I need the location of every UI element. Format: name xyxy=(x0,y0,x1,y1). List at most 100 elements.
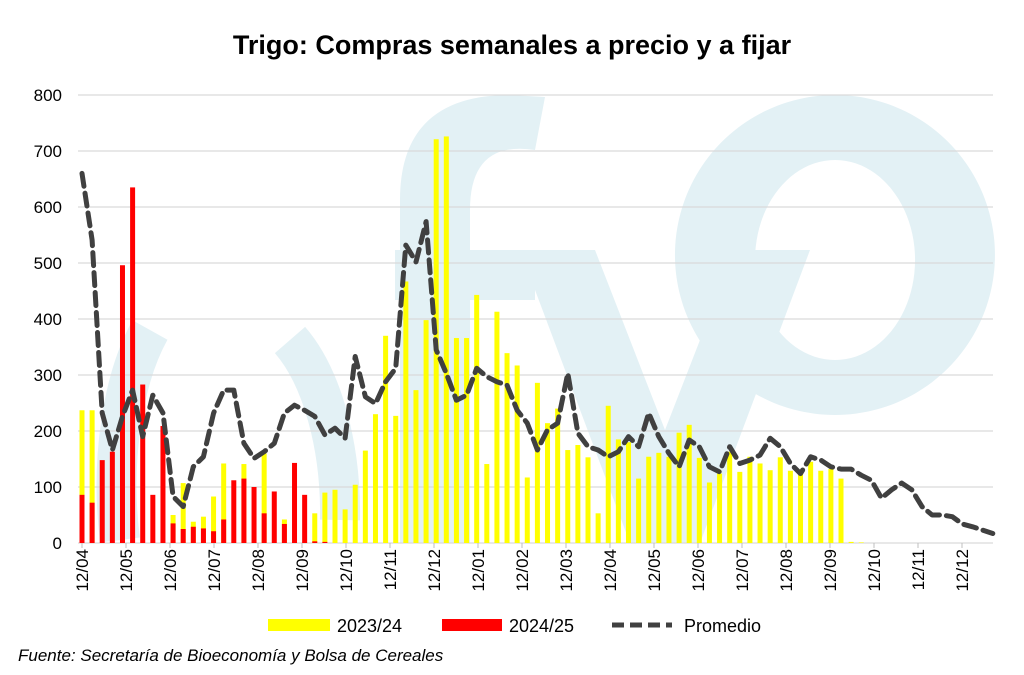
y-tick-label: 200 xyxy=(34,422,62,441)
bar-2023-24 xyxy=(312,513,318,543)
bar-2023-24 xyxy=(706,482,712,543)
x-tick-label: 12/02 xyxy=(513,549,532,592)
bar-2023-24 xyxy=(342,509,348,543)
bar-2024-25 xyxy=(140,384,146,543)
x-tick-label: 12/01 xyxy=(469,549,488,592)
x-tick-label: 12/06 xyxy=(689,549,708,592)
bar-2023-24 xyxy=(484,464,490,543)
bar-2023-24 xyxy=(423,320,429,543)
bar-2023-24 xyxy=(322,492,328,543)
bar-2023-24 xyxy=(393,415,399,543)
bar-2023-24 xyxy=(443,136,449,543)
bar-2023-24 xyxy=(221,463,227,543)
bar-2023-24 xyxy=(605,405,611,543)
x-tick-label: 12/12 xyxy=(953,549,972,592)
bar-2023-24 xyxy=(89,410,95,543)
bar-2023-24 xyxy=(383,335,389,543)
x-tick-label: 12/05 xyxy=(645,549,664,592)
bar-2023-24 xyxy=(676,432,682,543)
bar-2023-24 xyxy=(818,470,824,543)
legend-swatch-2024-25 xyxy=(442,619,502,631)
bar-2024-25 xyxy=(89,502,95,543)
bar-2024-25 xyxy=(190,526,196,543)
x-tick-label: 12/10 xyxy=(865,549,884,592)
x-tick-label: 12/11 xyxy=(381,549,400,590)
bar-2024-25 xyxy=(170,523,176,543)
y-tick-label: 400 xyxy=(34,310,62,329)
x-tick-label: 12/05 xyxy=(117,549,136,592)
bar-2023-24 xyxy=(747,456,753,543)
bar-2024-25 xyxy=(322,541,328,543)
bar-2023-24 xyxy=(646,456,652,543)
x-tick-label: 12/06 xyxy=(161,549,180,592)
y-tick-label: 700 xyxy=(34,142,62,161)
bar-2024-25 xyxy=(160,425,166,543)
bar-2023-24 xyxy=(555,408,561,543)
bar-2024-25 xyxy=(261,513,267,543)
legend-swatch-2023-24 xyxy=(268,619,330,631)
bar-2023-24 xyxy=(524,477,530,543)
bar-2023-24 xyxy=(565,450,571,543)
bar-2023-24 xyxy=(464,338,470,543)
x-tick-label: 12/09 xyxy=(821,549,840,592)
bar-2024-25 xyxy=(231,480,237,543)
bar-2023-24 xyxy=(494,311,500,543)
bar-2024-25 xyxy=(109,451,115,543)
legend-label-promedio: Promedio xyxy=(684,616,761,636)
bar-2023-24 xyxy=(808,461,814,543)
bar-2023-24 xyxy=(211,496,217,543)
bar-2024-25 xyxy=(281,523,287,543)
bar-2023-24 xyxy=(403,281,409,543)
bar-2024-25 xyxy=(119,265,125,543)
bar-2023-24 xyxy=(595,513,601,543)
bar-2023-24 xyxy=(504,353,510,543)
x-tick-label: 12/07 xyxy=(733,549,752,592)
y-tick-label: 500 xyxy=(34,254,62,273)
bar-2023-24 xyxy=(828,469,834,543)
bar-2023-24 xyxy=(180,483,186,543)
bar-2024-25 xyxy=(312,541,318,543)
bar-2023-24 xyxy=(615,439,621,543)
bar-2023-24 xyxy=(79,410,85,543)
bar-2023-24 xyxy=(737,471,743,543)
watermark-o xyxy=(674,95,995,415)
bar-2023-24 xyxy=(787,470,793,543)
bar-2023-24 xyxy=(352,484,358,543)
y-tick-label: 100 xyxy=(34,478,62,497)
y-axis-ticks: 0 100 200 300 400 500 600 700 800 xyxy=(34,86,62,553)
y-tick-label: 600 xyxy=(34,198,62,217)
x-tick-label: 12/04 xyxy=(73,549,92,592)
x-tick-label: 12/08 xyxy=(249,549,268,592)
bar-2023-24 xyxy=(858,542,864,543)
legend-label-2023-24: 2023/24 xyxy=(337,616,402,636)
bar-2024-25 xyxy=(251,487,257,543)
bar-2023-24 xyxy=(777,457,783,543)
bar-2023-24 xyxy=(838,478,844,543)
bar-2023-24 xyxy=(717,473,723,543)
y-tick-label: 300 xyxy=(34,366,62,385)
bar-2023-24 xyxy=(636,478,642,543)
bar-2024-25 xyxy=(292,462,298,543)
bar-2023-24 xyxy=(372,414,378,543)
bar-2024-25 xyxy=(241,478,247,543)
legend-label-2024-25: 2024/25 xyxy=(509,616,574,636)
watermark-c-arc xyxy=(274,326,361,521)
x-axis-ticks: 12/04 12/05 12/06 12/07 12/08 12/09 12/10 12/11… xyxy=(73,543,972,592)
bar-2023-24 xyxy=(545,423,551,543)
bar-2023-24 xyxy=(757,463,763,543)
legend: 2023/24 2024/25 Promedio xyxy=(268,616,761,636)
x-tick-label: 12/04 xyxy=(601,549,620,592)
bar-2023-24 xyxy=(696,457,702,543)
y-tick-label: 800 xyxy=(34,86,62,105)
source-note: Fuente: Secretaría de Bioeconomía y Bols… xyxy=(18,646,444,665)
bar-2024-25 xyxy=(211,531,217,543)
bar-2024-25 xyxy=(130,187,136,543)
bar-2023-24 xyxy=(332,489,338,543)
x-tick-label: 12/10 xyxy=(337,549,356,592)
bar-2023-24 xyxy=(261,453,267,543)
bar-2023-24 xyxy=(514,365,520,543)
bar-2024-25 xyxy=(302,494,308,543)
bar-2023-24 xyxy=(453,338,459,543)
bar-2023-24 xyxy=(848,541,854,543)
y-tick-label: 0 xyxy=(53,534,62,553)
